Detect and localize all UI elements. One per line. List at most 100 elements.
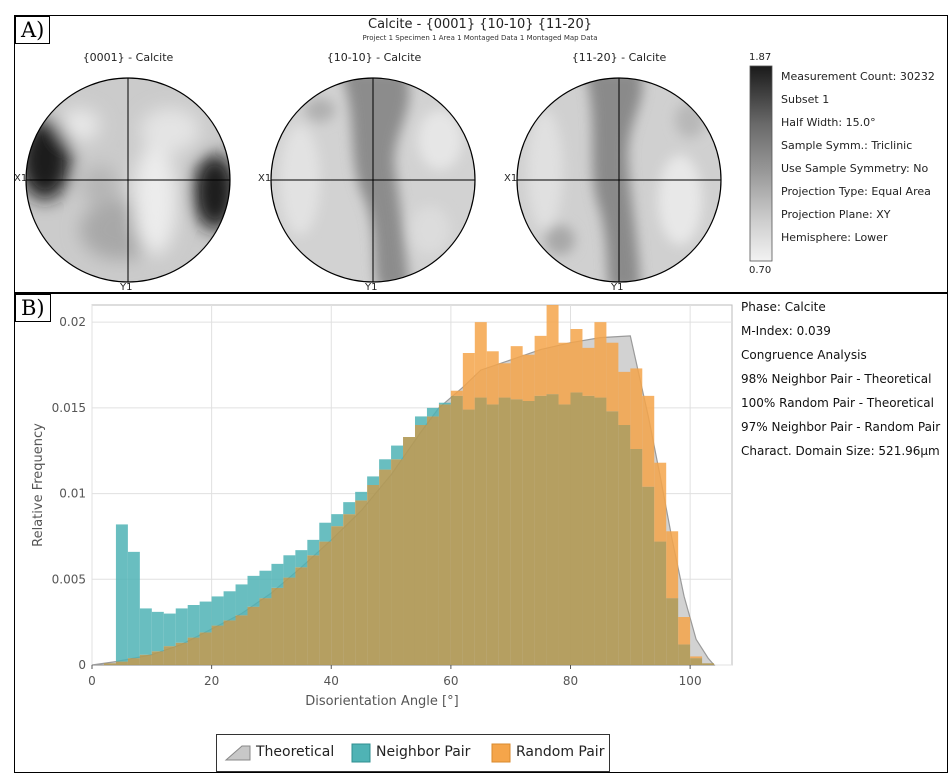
legend-swatches xyxy=(224,743,511,763)
info-line: Hemisphere: Lower xyxy=(781,231,888,244)
bar-random-pair xyxy=(498,363,511,398)
bar-overlap xyxy=(498,397,511,665)
bar-random-pair xyxy=(618,371,631,425)
x-axis-label: Disorientation Angle [°] xyxy=(305,694,458,709)
pole-figure-11-20-title: {11-20} - Calcite xyxy=(571,51,667,64)
bar-overlap xyxy=(594,397,607,665)
bar-random-pair xyxy=(462,353,475,410)
panel-a-label: A) xyxy=(15,16,51,44)
bar-random-pair xyxy=(654,462,667,542)
bar-overlap xyxy=(403,437,415,665)
y-tick-label: 0.005 xyxy=(52,572,86,586)
bar-neighbor-pair xyxy=(391,445,404,460)
bar-overlap xyxy=(546,394,559,665)
bar-random-pair xyxy=(546,305,559,395)
bar-neighbor-pair xyxy=(211,596,224,626)
annotation-line: Charact. Domain Size: 521.96µm xyxy=(741,444,940,458)
bar-neighbor-pair xyxy=(379,459,392,470)
legend-random-label: Random Pair xyxy=(516,744,605,760)
legend-theoretical-label: Theoretical xyxy=(256,744,335,760)
info-line: Measurement Count: 30232 xyxy=(781,70,935,83)
bar-overlap xyxy=(582,395,595,665)
bar-neighbor-pair xyxy=(235,584,248,616)
bar-overlap xyxy=(510,399,523,665)
pf3-x-label: X1 xyxy=(504,173,518,184)
pf1-y-label: Y1 xyxy=(120,282,133,293)
colorbar xyxy=(749,65,773,262)
bar-neighbor-pair xyxy=(283,555,296,578)
bar-neighbor-pair xyxy=(175,608,188,643)
panel-b-frame xyxy=(14,293,948,773)
bar-overlap xyxy=(151,651,164,665)
bar-overlap xyxy=(187,637,200,665)
pf3-y-label: Y1 xyxy=(611,282,624,293)
bar-random-pair xyxy=(642,395,655,487)
bar-overlap xyxy=(331,526,344,665)
bar-overlap xyxy=(558,404,571,665)
bar-overlap xyxy=(199,632,212,665)
bar-overlap xyxy=(283,577,296,665)
histogram-chart: 0 20 40 60 80 100 0 0.005 0.01 0.015 0.02 Disorient… xyxy=(31,304,733,709)
y-tick-label: 0.015 xyxy=(52,401,86,415)
bar-neighbor-pair xyxy=(223,591,236,621)
bar-neighbor-pair xyxy=(259,570,272,599)
info-line: Half Width: 15.0° xyxy=(781,116,876,129)
bar-overlap xyxy=(307,555,320,665)
bar-random-pair xyxy=(570,329,583,393)
panel-a-subtitle: Project 1 Specimen 1 Area 1 Montaged Dat… xyxy=(362,34,598,42)
bar-neighbor-pair xyxy=(343,502,356,515)
bar-random-pair xyxy=(594,322,607,398)
bar-overlap xyxy=(678,644,691,665)
bar-overlap xyxy=(379,469,392,665)
bar-neighbor-pair xyxy=(127,551,140,659)
bar-random-pair xyxy=(630,368,643,449)
bar-neighbor-pair xyxy=(271,563,284,588)
bar-random-pair xyxy=(486,351,499,405)
bar-overlap xyxy=(618,425,631,665)
bar-overlap xyxy=(666,598,679,665)
bar-overlap xyxy=(654,541,667,665)
bar-neighbor-pair xyxy=(187,605,200,638)
bar-random-pair xyxy=(582,347,595,396)
info-line: Projection Plane: XY xyxy=(781,208,891,221)
bar-overlap xyxy=(642,486,655,665)
bar-overlap xyxy=(570,392,583,665)
bar-overlap xyxy=(630,449,643,665)
bar-random-pair xyxy=(474,322,487,398)
bar-overlap xyxy=(438,404,451,665)
bar-random-pair xyxy=(666,531,679,599)
legend-neighbor-swatch xyxy=(351,743,371,763)
bar-neighbor-pair xyxy=(414,416,427,425)
annotation-line: 97% Neighbor Pair - Random Pair xyxy=(741,420,941,434)
annotation-line: 100% Random Pair - Theoretical xyxy=(741,396,934,410)
x-tick-label: 100 xyxy=(679,674,702,688)
bar-overlap xyxy=(271,587,284,665)
bar-overlap xyxy=(534,395,547,665)
bar-overlap xyxy=(211,625,224,665)
annotation-line: Phase: Calcite xyxy=(741,300,826,314)
pole-figures-svg xyxy=(25,65,773,283)
colorbar-max-label: 1.87 xyxy=(749,52,772,63)
pf2-x-label: X1 xyxy=(258,173,272,184)
bar-overlap xyxy=(414,425,427,665)
bar-neighbor-pair xyxy=(199,601,212,633)
bar-overlap xyxy=(343,514,356,665)
y-axis-label: Relative Frequency xyxy=(31,423,46,547)
bar-neighbor-pair xyxy=(355,491,368,501)
bar-random-pair xyxy=(690,656,703,659)
bar-overlap xyxy=(259,598,272,665)
y-tick-label: 0.02 xyxy=(59,315,86,329)
bar-overlap xyxy=(391,459,404,665)
panel-b-label: B) xyxy=(15,294,51,322)
bar-random-pair xyxy=(534,335,547,396)
panel-a-title: Calcite - {0001} {10-10} {11-20} xyxy=(368,17,592,32)
bar-overlap xyxy=(462,409,475,665)
info-line: Projection Type: Equal Area xyxy=(781,185,931,198)
pole-figure-0001-title: {0001} - Calcite xyxy=(82,51,174,64)
x-tick-label: 20 xyxy=(204,674,219,688)
bar-overlap xyxy=(355,500,368,665)
x-tick-label: 40 xyxy=(324,674,339,688)
bar-neighbor-pair xyxy=(331,514,344,527)
x-tick-label: 0 xyxy=(88,674,96,688)
bar-neighbor-pair xyxy=(139,608,152,655)
